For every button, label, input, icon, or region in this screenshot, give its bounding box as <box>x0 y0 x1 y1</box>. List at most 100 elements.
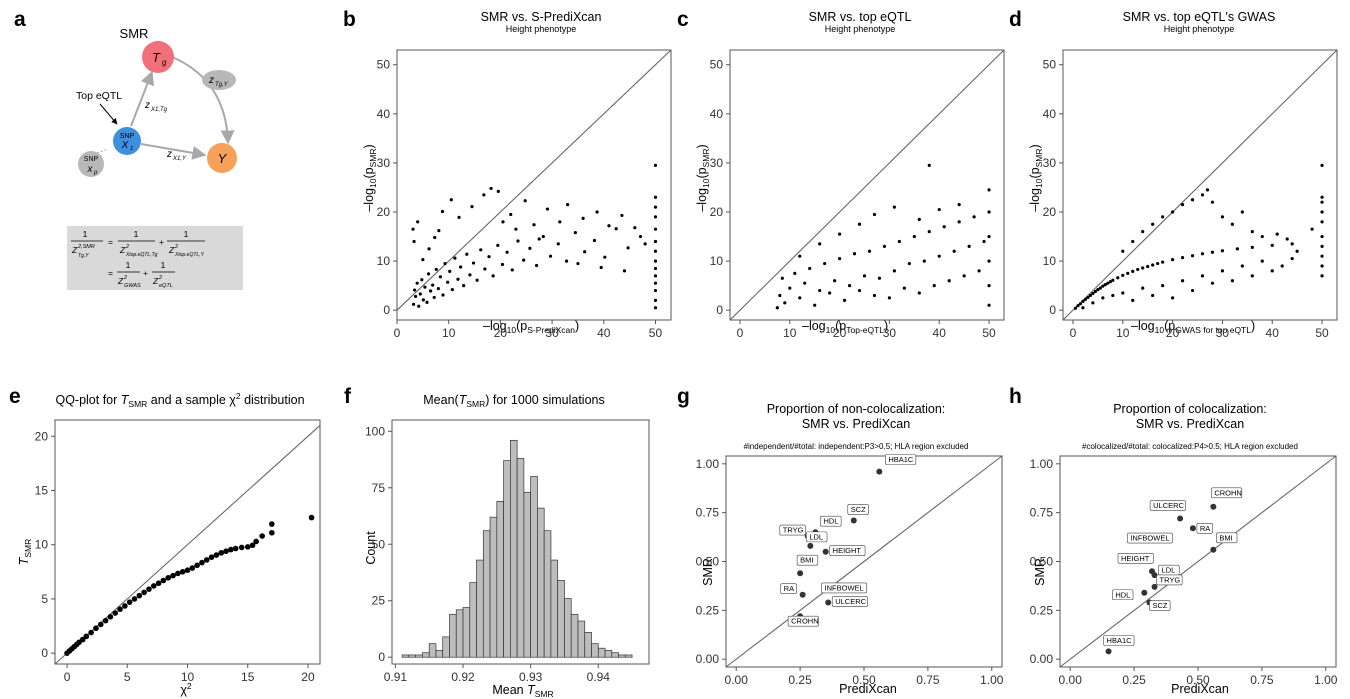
chart-b-point <box>420 278 424 282</box>
chart-e-point <box>228 546 234 553</box>
chart-b-point <box>437 229 441 233</box>
chart-b-xtick-label: 50 <box>649 326 663 340</box>
formula-t3-sup: 2 <box>123 275 127 281</box>
node-y-label: Y <box>218 151 228 166</box>
chart-g-label-box <box>847 504 869 515</box>
chart-g-point <box>876 468 883 475</box>
chart-d-xtick-label: 50 <box>1315 326 1329 340</box>
chart-b-point <box>429 289 433 293</box>
chart-c-point <box>907 261 911 266</box>
chart-d-ytick-label: 50 <box>1043 58 1057 72</box>
chart-b-point <box>479 248 483 252</box>
chart-h-label-scz: SCZ <box>1149 600 1171 611</box>
chart-b-point <box>425 300 429 304</box>
chart-h-label-box <box>1216 532 1238 544</box>
chart-h-point <box>1151 583 1158 590</box>
chart-b-point <box>510 268 514 272</box>
chart-c-ytick-label: 40 <box>710 107 724 121</box>
chart-b-point <box>427 247 431 251</box>
chart-b-point <box>566 203 570 207</box>
chart-h-ylabel: SMR <box>1033 558 1047 586</box>
chart-h-label-text: INFBOWEL <box>1130 534 1169 543</box>
chart-b-point <box>457 215 461 219</box>
node-y <box>207 143 237 173</box>
chart-d-point <box>1086 295 1090 300</box>
formula-t2-den: Z <box>168 245 175 255</box>
chart-b-ytick-label: 50 <box>377 58 391 72</box>
chart-b-point <box>470 205 474 209</box>
chart-b-point <box>534 263 539 268</box>
chart-b-point <box>483 267 487 271</box>
chart-b-point <box>423 285 427 289</box>
chart-d-point <box>1275 232 1279 236</box>
chart-c-point <box>957 203 961 207</box>
formula-t4-sup: 2 <box>158 275 162 281</box>
chart-f-bar <box>550 559 559 658</box>
chart-c-point <box>808 266 812 271</box>
chart-d-point <box>1101 296 1105 300</box>
chart-g-label-ldl: LDL <box>806 531 828 543</box>
chart-b-point <box>450 287 454 292</box>
formula-t1-num: 1 <box>134 229 139 239</box>
chart-c-point <box>937 207 941 212</box>
chart-d-point <box>1161 284 1165 288</box>
chart-b-point <box>501 220 505 224</box>
chart-g-ytick-label: 0.00 <box>696 652 720 666</box>
chart-g-ytick-label: 1.00 <box>696 457 720 471</box>
chart-c-xtick-label: 0 <box>737 326 744 340</box>
chart-b-point <box>411 302 416 306</box>
chart-b-point <box>441 293 445 297</box>
chart-f-bar <box>516 458 525 658</box>
node-z-tg-y-sub: Tg,Y <box>215 82 229 88</box>
chart-c-point <box>872 293 877 298</box>
chart-d-point <box>1156 261 1160 266</box>
chart-e-point <box>179 569 186 575</box>
chart-d-xtick-label: 10 <box>1116 326 1130 340</box>
chart-f-bar <box>543 530 552 658</box>
chart-c-ytick-label: 10 <box>710 254 724 268</box>
chart-b-point <box>487 255 491 259</box>
chart-d-point <box>1108 280 1112 284</box>
chart-c-ylabel: –log10(pSMR) <box>695 144 711 211</box>
chart-c-point <box>972 215 976 219</box>
chart-b-point <box>433 235 437 240</box>
chart-b-point <box>522 258 526 262</box>
chart-f-xlabel: Mean TSMR <box>492 683 553 699</box>
node-snp-x1-top: SNP <box>120 133 135 140</box>
chart-e-point <box>238 544 245 551</box>
node-snp-xp <box>78 151 104 177</box>
chart-f-xtick-label: 0.93 <box>519 670 543 684</box>
chart-b-point <box>626 246 630 250</box>
chart-f-bar <box>557 580 565 658</box>
chart-c-axes: 0 10 20 30 40 50 0 10 20 30 40 50 <box>710 49 1005 340</box>
chart-g-label-infbowel: INFBOWEL <box>821 582 868 594</box>
chart-h-ytick-label: 0.00 <box>1030 652 1054 666</box>
chart-h-xtick-label: 0.50 <box>1186 673 1210 687</box>
chart-g-xtick-label: 0.00 <box>725 673 749 687</box>
chart-b-point <box>443 261 447 266</box>
chart-e-point <box>203 557 210 563</box>
chart-b-xtick-label: 10 <box>442 326 456 340</box>
chart-h-xtick-label: 0.00 <box>1059 673 1083 687</box>
chart-d-point <box>1235 247 1239 251</box>
chart-b-point <box>599 265 603 270</box>
chart-b-point <box>614 227 618 231</box>
chart-e-point <box>160 577 167 584</box>
chart-b-ytick-label: 10 <box>377 254 391 268</box>
formula-t2-num: 1 <box>184 229 189 239</box>
chart-b-axes: 0 10 20 30 40 50 0 10 20 30 40 50 <box>377 49 672 340</box>
chart-c-point <box>847 284 852 288</box>
chart-d-point <box>1101 284 1105 288</box>
chart-b-point <box>620 213 624 218</box>
chart-b-point <box>414 294 418 299</box>
chart-d-point <box>1161 215 1165 219</box>
chart-e-point <box>253 538 259 545</box>
chart-h-label-text: HDL <box>1115 590 1130 599</box>
chart-b-point <box>421 258 425 262</box>
chart-g-label-box <box>885 454 917 465</box>
chart-b-point <box>489 186 493 191</box>
chart-e-point <box>170 572 176 579</box>
chart-c-points <box>775 163 991 310</box>
chart-g-label-hba1c: HBA1C <box>885 454 917 465</box>
